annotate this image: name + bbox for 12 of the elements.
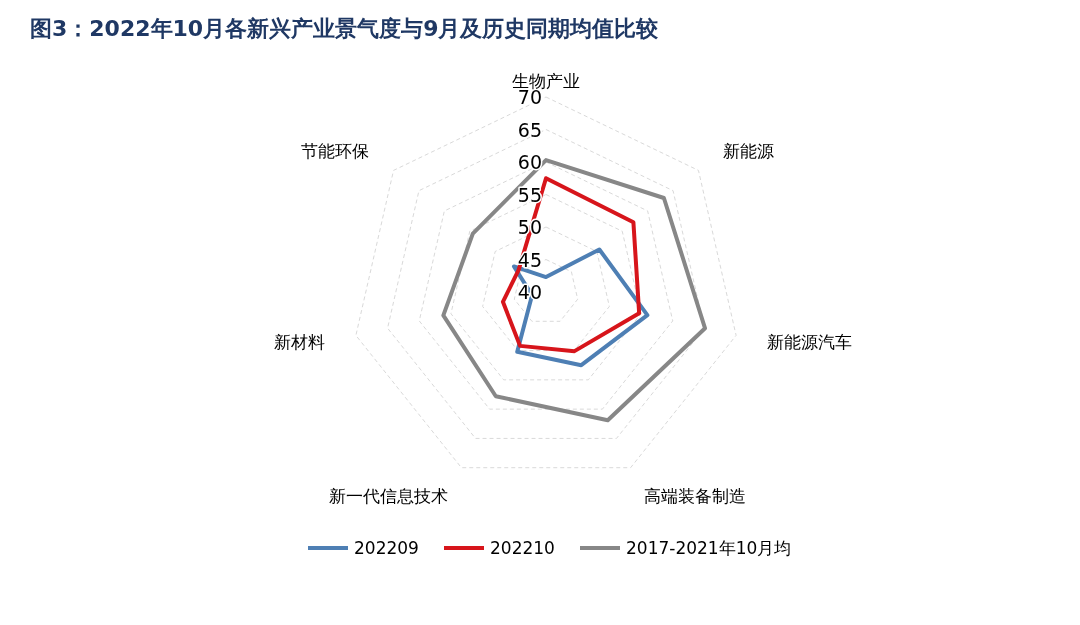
spoke-label: 节能环保 (301, 140, 370, 161)
spoke-label: 新材料 (274, 332, 326, 353)
y-tick-label: 65 (517, 118, 542, 141)
spoke-label: 新一代信息技术 (328, 485, 448, 506)
legend-label: 202209 (354, 538, 419, 558)
chart-title: 图3：2022年10月各新兴产业景气度与9月及历史同期均值比较 (30, 16, 660, 41)
legend-label: 202210 (490, 538, 555, 558)
spoke-label: 高端装备制造 (644, 485, 747, 506)
y-tick-label: 60 (517, 151, 542, 173)
spoke-label: 新能源 (722, 140, 774, 161)
legend-label: 2017-2021年10月均 (626, 538, 792, 558)
spoke-label: 新能源汽车 (766, 332, 852, 353)
